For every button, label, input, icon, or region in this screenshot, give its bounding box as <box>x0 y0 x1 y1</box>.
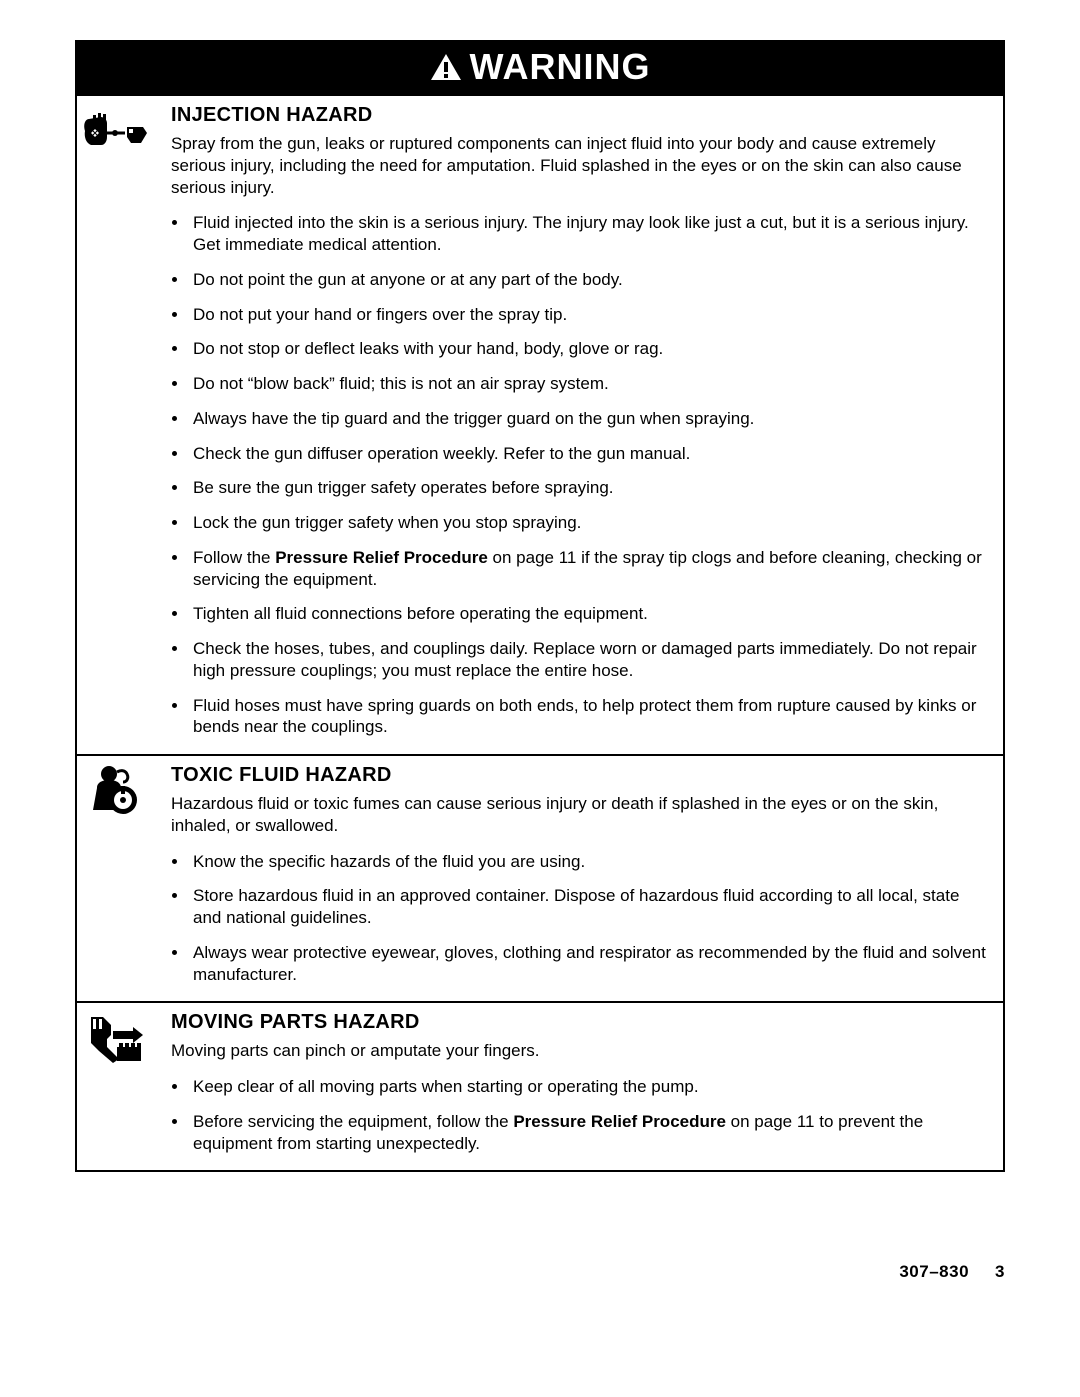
hazard-section-toxic: TOXIC FLUID HAZARD Hazardous fluid or to… <box>77 754 1003 1001</box>
list-item: Be sure the gun trigger safety operates … <box>189 477 989 499</box>
hazard-intro: Moving parts can pinch or amputate your … <box>171 1040 989 1062</box>
list-item: Follow the Pressure Relief Procedure on … <box>189 547 989 591</box>
hazard-bullet-list: Know the specific hazards of the fluid y… <box>171 851 989 986</box>
hazard-intro: Hazardous fluid or toxic fumes can cause… <box>171 793 989 837</box>
list-item: Do not put your hand or fingers over the… <box>189 304 989 326</box>
icon-cell <box>77 96 169 754</box>
warning-box: WARNING INJECTION HAZARD <box>75 40 1005 1172</box>
alert-triangle-icon <box>430 53 462 81</box>
injection-hazard-icon <box>83 104 151 164</box>
list-item: Store hazardous fluid in an approved con… <box>189 885 989 929</box>
hazard-bullet-list: Fluid injected into the skin is a seriou… <box>171 212 989 738</box>
warning-title: WARNING <box>470 46 651 87</box>
list-item: Do not “blow back” fluid; this is not an… <box>189 373 989 395</box>
list-item: Check the hoses, tubes, and couplings da… <box>189 638 989 682</box>
list-item: Check the gun diffuser operation weekly.… <box>189 443 989 465</box>
list-item: Lock the gun trigger safety when you sto… <box>189 512 989 534</box>
page-number: 3 <box>995 1262 1005 1281</box>
list-item: Keep clear of all moving parts when star… <box>189 1076 989 1098</box>
hazard-title: INJECTION HAZARD <box>171 104 989 127</box>
warning-header: WARNING <box>77 42 1003 94</box>
hazard-title: MOVING PARTS HAZARD <box>171 1011 989 1034</box>
icon-cell <box>77 756 169 1001</box>
list-item: Know the specific hazards of the fluid y… <box>189 851 989 873</box>
moving-parts-hazard-icon <box>83 1011 151 1071</box>
list-item: Do not point the gun at anyone or at any… <box>189 269 989 291</box>
hazard-section-moving-parts: MOVING PARTS HAZARD Moving parts can pin… <box>77 1001 1003 1170</box>
hazard-text: TOXIC FLUID HAZARD Hazardous fluid or to… <box>169 756 1003 1001</box>
document-page: WARNING INJECTION HAZARD <box>0 0 1080 1332</box>
hazard-bullet-list: Keep clear of all moving parts when star… <box>171 1076 989 1154</box>
list-item: Before servicing the equipment, follow t… <box>189 1111 989 1155</box>
hazard-section-injection: INJECTION HAZARD Spray from the gun, lea… <box>77 94 1003 754</box>
hazard-text: INJECTION HAZARD Spray from the gun, lea… <box>169 96 1003 754</box>
list-item: Always have the tip guard and the trigge… <box>189 408 989 430</box>
list-item: Do not stop or deflect leaks with your h… <box>189 338 989 360</box>
list-item: Always wear protective eyewear, gloves, … <box>189 942 989 986</box>
hazard-intro: Spray from the gun, leaks or ruptured co… <box>171 133 989 198</box>
page-footer: 307–830 3 <box>75 1172 1005 1282</box>
list-item: Fluid hoses must have spring guards on b… <box>189 695 989 739</box>
icon-cell <box>77 1003 169 1170</box>
hazard-text: MOVING PARTS HAZARD Moving parts can pin… <box>169 1003 1003 1170</box>
document-number: 307–830 <box>899 1262 969 1281</box>
toxic-fluid-hazard-icon <box>83 764 151 824</box>
list-item: Fluid injected into the skin is a seriou… <box>189 212 989 256</box>
list-item: Tighten all fluid connections before ope… <box>189 603 989 625</box>
hazard-title: TOXIC FLUID HAZARD <box>171 764 989 787</box>
